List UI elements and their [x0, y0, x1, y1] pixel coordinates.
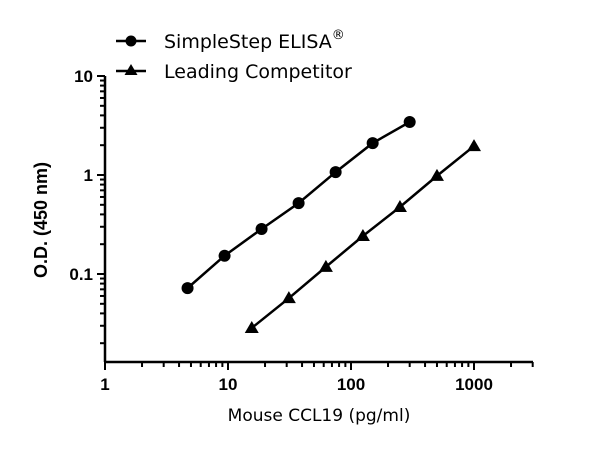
data-point-circle [292, 197, 305, 210]
data-point-circle [218, 249, 231, 262]
registered-mark: ® [332, 28, 345, 43]
axes: 1 10 100 1000 0.1 1 10 [69, 67, 534, 394]
x-tick-label: 10 [219, 375, 238, 394]
data-point-triangle [244, 320, 259, 333]
legend-marker-circle [125, 35, 137, 47]
data-point-triangle [281, 291, 296, 304]
legend-label-competitor: Leading Competitor [164, 61, 352, 83]
data-point-circle [329, 166, 342, 179]
series-layer [181, 116, 481, 333]
data-point-triangle [355, 229, 370, 242]
y-tick-label: 10 [74, 67, 93, 86]
data-point-circle [403, 116, 416, 129]
data-point-circle [255, 222, 268, 235]
data-point-triangle [318, 259, 333, 272]
legend: SimpleStep ELISA® Leading Competitor [116, 28, 352, 83]
x-tick-label: 1000 [455, 375, 493, 394]
x-tick-label: 1 [100, 375, 109, 394]
y-axis-label: O.D. (450 nm) [31, 162, 51, 278]
legend-marker-triangle [124, 64, 138, 75]
data-point-circle [366, 137, 379, 150]
data-point-triangle [467, 139, 481, 152]
data-point-triangle [392, 200, 407, 213]
y-tick-label: 1 [84, 166, 93, 185]
x-axis-label: Mouse CCL19 (pg/ml) [228, 406, 411, 426]
legend-label-simplestep: SimpleStep ELISA® [164, 28, 345, 53]
data-point-triangle [429, 168, 444, 181]
data-point-circle [181, 282, 194, 295]
y-tick-label: 0.1 [69, 265, 93, 284]
x-tick-label: 100 [337, 375, 365, 394]
